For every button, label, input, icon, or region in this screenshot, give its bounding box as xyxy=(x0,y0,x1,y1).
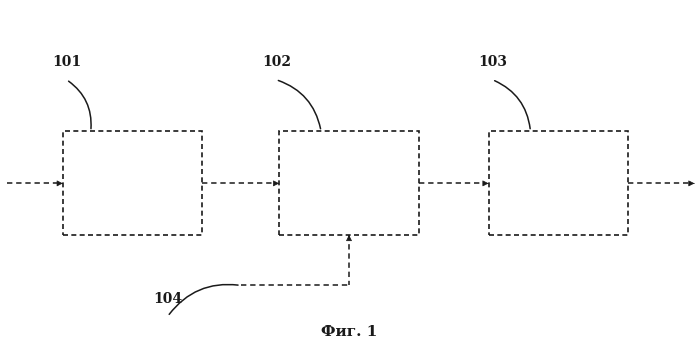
Bar xyxy=(63,131,202,235)
Text: 103: 103 xyxy=(478,55,507,69)
Text: 104: 104 xyxy=(154,292,183,306)
Text: 102: 102 xyxy=(262,55,291,69)
Text: Фиг. 1: Фиг. 1 xyxy=(321,325,377,339)
Text: 101: 101 xyxy=(52,55,82,69)
Bar xyxy=(279,131,419,235)
Bar xyxy=(489,131,628,235)
